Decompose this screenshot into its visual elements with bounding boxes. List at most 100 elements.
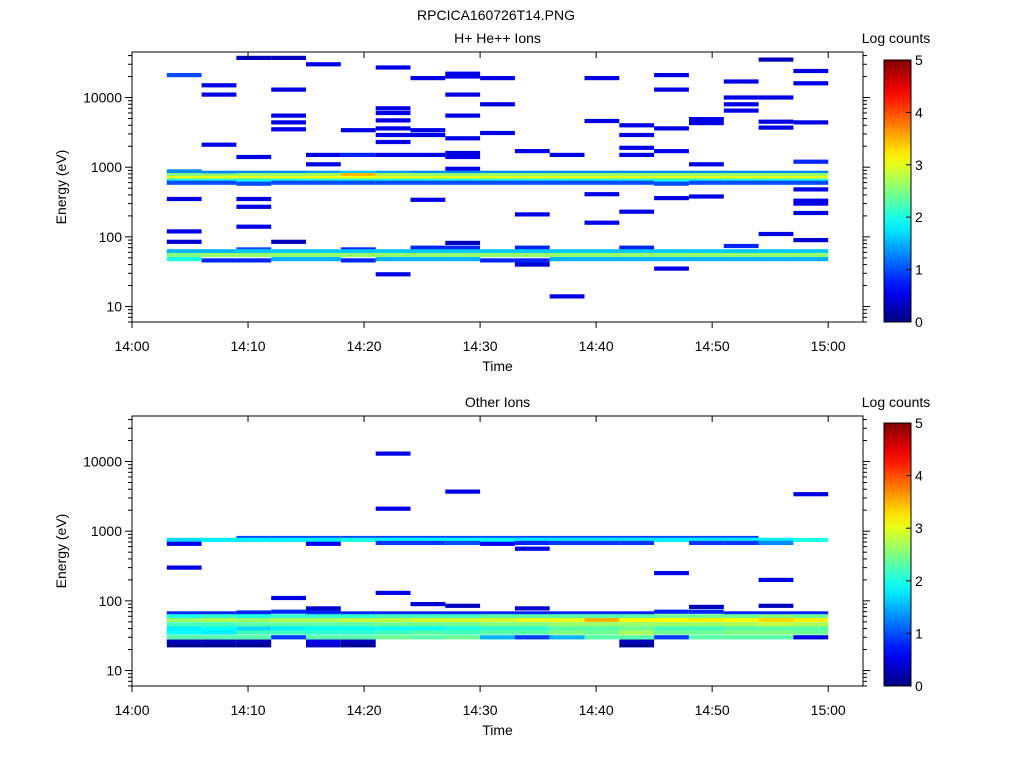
heatmap-cell [689, 540, 724, 545]
heatmap-cell [271, 175, 306, 181]
heatmap-cell [445, 618, 481, 623]
heatmap-cell [375, 180, 411, 185]
heatmap-cell [480, 622, 515, 627]
heatmap-cell [271, 252, 306, 258]
heatmap-cell [375, 622, 411, 627]
heatmap-cell [793, 492, 829, 497]
x-tick-label: 14:30 [463, 338, 498, 354]
heatmap-cell [584, 249, 620, 254]
heatmap-cell [514, 614, 550, 619]
heatmap-cell [375, 170, 411, 175]
heatmap-cell [306, 614, 341, 619]
heatmap-cell [480, 249, 515, 254]
heatmap-cell [758, 540, 794, 545]
heatmap-cell [514, 245, 550, 250]
heatmap-cell [375, 249, 411, 254]
heatmap-cell [166, 249, 202, 254]
heatmap-cells [166, 55, 829, 299]
heatmap-cell [166, 565, 202, 570]
heatmap-cell [723, 622, 759, 627]
heatmap-cell [549, 630, 585, 635]
heatmap-cell [619, 145, 655, 150]
heatmap-cell [445, 154, 481, 160]
heatmap-cell [793, 201, 829, 206]
heatmap-cell [271, 173, 306, 178]
heatmap-cell [723, 79, 759, 84]
heatmap-cell [480, 611, 515, 616]
heatmap-cell [514, 618, 550, 623]
heatmap-cell [758, 257, 794, 262]
x-tick-label: 14:40 [579, 702, 614, 718]
heatmap-cell [723, 611, 759, 616]
heatmap-cell [619, 132, 655, 138]
heatmap-cell [410, 635, 446, 640]
heatmap-cell [793, 170, 829, 175]
heatmap-cell [549, 257, 585, 262]
heatmap-cell [271, 537, 306, 542]
heatmap-cell [549, 622, 585, 627]
heatmap-cell [306, 152, 341, 157]
heatmap-cell [340, 622, 376, 627]
figure-title: RPCICA160726T14.PNG [417, 7, 575, 23]
heatmap-cell [584, 192, 620, 197]
heatmap-cell [549, 626, 585, 631]
heatmap-cell [375, 630, 411, 635]
heatmap-cell [236, 196, 272, 202]
y-tick-label: 10000 [83, 90, 122, 106]
heatmap-cell [201, 83, 237, 88]
heatmap-cell [166, 626, 202, 631]
heatmap-cell [375, 590, 411, 595]
heatmap-cell [445, 540, 481, 545]
heatmap-cell [271, 595, 306, 601]
heatmap-cell [236, 175, 272, 181]
colorbar-tick-label: 2 [915, 573, 923, 589]
heatmap-cell [201, 643, 237, 648]
heatmap-cell [375, 257, 411, 262]
heatmap-cell [236, 537, 272, 542]
heatmap-cell [549, 175, 585, 181]
heatmap-cell [584, 173, 620, 178]
axes-frame [131, 51, 864, 323]
heatmap-cell [236, 614, 272, 619]
heatmap-cell [654, 252, 689, 258]
heatmap-cell [549, 614, 585, 619]
heatmap-cell [689, 604, 724, 609]
heatmap-cell [758, 630, 794, 635]
heatmap-cell [689, 249, 724, 254]
heatmap-cell [166, 639, 202, 644]
heatmap-cell [758, 614, 794, 619]
heatmap-cell [445, 622, 481, 627]
heatmap-cell [201, 635, 237, 640]
heatmap-cell [758, 603, 794, 608]
heatmap-cell [723, 257, 759, 262]
heatmap-cell [445, 245, 481, 250]
heatmap-cell [549, 537, 585, 542]
heatmap-cell [375, 537, 411, 542]
heatmap-cell [445, 603, 481, 608]
heatmap-cell [410, 170, 446, 175]
heatmap-cell [236, 610, 272, 615]
heatmap-cell [445, 489, 481, 494]
heatmap-cell [654, 149, 689, 154]
x-tick-label: 14:30 [463, 702, 498, 718]
heatmap-cell [410, 180, 446, 185]
heatmap-cell [619, 173, 655, 178]
heatmap-cell [793, 618, 829, 623]
heatmap-cell [514, 175, 550, 181]
heatmap-cell [340, 258, 376, 263]
heatmap-cell [689, 173, 724, 178]
heatmap-cell [445, 635, 481, 640]
heatmap-cell [793, 537, 829, 542]
y-tick-label: 10 [106, 663, 122, 679]
heatmap-cell [723, 243, 759, 249]
heatmap-cell [271, 239, 306, 244]
heatmap-cell [480, 635, 515, 640]
heatmap-cell [306, 643, 341, 648]
heatmap-cell [793, 159, 829, 164]
heatmap-cell [445, 537, 481, 542]
colorbar-tick-label: 5 [915, 52, 923, 68]
heatmap-cell [654, 622, 689, 627]
heatmap-cell [689, 622, 724, 627]
heatmap-cell [549, 252, 585, 258]
heatmap-cell [723, 170, 759, 175]
